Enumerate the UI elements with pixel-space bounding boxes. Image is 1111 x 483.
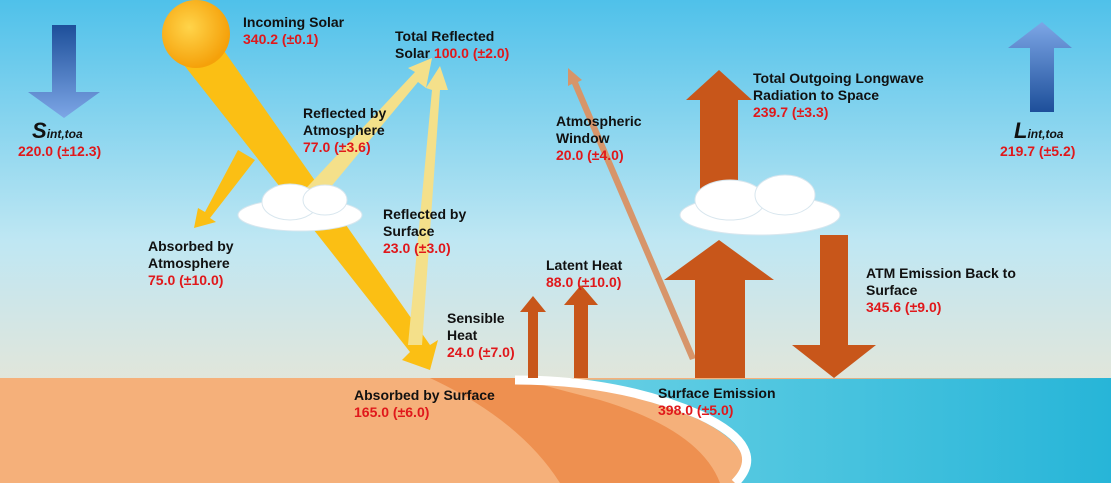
cloud-right bbox=[679, 174, 841, 236]
outgoing-arrow bbox=[686, 70, 752, 210]
arrow-s-toa bbox=[28, 25, 100, 118]
toa-symbol: Sint,toa bbox=[18, 120, 101, 143]
sensible-arrow bbox=[520, 296, 546, 378]
toa-symbol: Lint,toa bbox=[1000, 120, 1075, 143]
flow-name: Total Reflected Solar bbox=[395, 28, 495, 61]
symbol: L bbox=[1014, 118, 1028, 143]
flow-name: Latent Heat bbox=[546, 257, 623, 273]
flow-value: 100.0 (±2.0) bbox=[433, 45, 510, 61]
flow-label: Incoming Solar 340.2 (±0.1) bbox=[243, 14, 393, 48]
flow-name: Absorbed by Surface bbox=[354, 387, 495, 403]
flow-label: Absorbed by Atmosphere 75.0 (±10.0) bbox=[148, 238, 258, 289]
subscript: int,toa bbox=[1027, 127, 1064, 141]
wet-sand bbox=[430, 378, 720, 483]
flow-name: Total Outgoing Longwave Radiation to Spa… bbox=[753, 70, 924, 103]
flow-value: 75.0 (±10.0) bbox=[148, 272, 224, 288]
flow-label: Sensible Heat 24.0 (±7.0) bbox=[447, 310, 527, 361]
absorbed-atm-beam bbox=[194, 150, 255, 228]
toa-label: Lint,toa 219.7 (±5.2) bbox=[1000, 120, 1076, 160]
flow-label: Latent Heat 88.0 (±10.0) bbox=[546, 257, 666, 291]
flow-value: 77.0 (±3.6) bbox=[303, 139, 371, 155]
cloud-left bbox=[237, 183, 363, 232]
flow-value: 23.0 (±3.0) bbox=[383, 240, 451, 256]
flow-value: 398.0 (±5.0) bbox=[658, 402, 734, 418]
flow-name: Absorbed by Atmosphere bbox=[148, 238, 234, 271]
flow-label: Surface Emission 398.0 (±5.0) bbox=[658, 385, 818, 419]
flow-label: ATM Emission Back to Surface 345.6 (±9.0… bbox=[866, 265, 1036, 316]
symbol: S bbox=[32, 118, 47, 143]
flow-label: Reflected by Atmosphere 77.0 (±3.6) bbox=[303, 105, 413, 156]
flow-name: ATM Emission Back to Surface bbox=[866, 265, 1016, 298]
toa-value: 220.0 (±12.3) bbox=[18, 143, 102, 159]
window-arrow bbox=[568, 68, 696, 360]
toa-label: Sint,toa 220.0 (±12.3) bbox=[18, 120, 102, 160]
flow-name: Surface Emission bbox=[658, 385, 776, 401]
flow-value: 24.0 (±7.0) bbox=[447, 344, 515, 360]
flow-value: 88.0 (±10.0) bbox=[546, 274, 622, 290]
flow-value: 20.0 (±4.0) bbox=[556, 147, 624, 163]
flow-value: 165.0 (±6.0) bbox=[354, 404, 430, 420]
flow-label: Reflected by Surface 23.0 (±3.0) bbox=[383, 206, 493, 257]
flow-name: Reflected by Surface bbox=[383, 206, 467, 239]
flow-value: 340.2 (±0.1) bbox=[243, 31, 319, 47]
reflected-surface-beam bbox=[408, 66, 448, 345]
surface-emission-arrow bbox=[664, 240, 774, 378]
flow-name: Incoming Solar bbox=[243, 14, 345, 30]
flow-label: Total Reflected Solar 100.0 (±2.0) bbox=[395, 28, 525, 62]
flow-value: 239.7 (±3.3) bbox=[753, 104, 829, 120]
reflected-atm-beam bbox=[295, 58, 432, 212]
flow-label: Total Outgoing Longwave Radiation to Spa… bbox=[753, 70, 958, 121]
flow-name: Reflected by Atmosphere bbox=[303, 105, 387, 138]
toa-value: 219.7 (±5.2) bbox=[1000, 143, 1076, 159]
flow-value: 345.6 (±9.0) bbox=[866, 299, 942, 315]
flow-label: Absorbed by Surface 165.0 (±6.0) bbox=[354, 387, 514, 421]
arrow-l-toa bbox=[1008, 22, 1072, 112]
wave bbox=[514, 375, 752, 483]
flow-name: Atmospheric Window bbox=[556, 113, 642, 146]
flow-label: Atmospheric Window 20.0 (±4.0) bbox=[556, 113, 666, 164]
subscript: int,toa bbox=[46, 127, 83, 141]
atm-emission-arrow bbox=[792, 235, 876, 378]
flow-name: Sensible Heat bbox=[447, 310, 505, 343]
latent-arrow bbox=[564, 285, 598, 378]
sun bbox=[162, 0, 230, 68]
